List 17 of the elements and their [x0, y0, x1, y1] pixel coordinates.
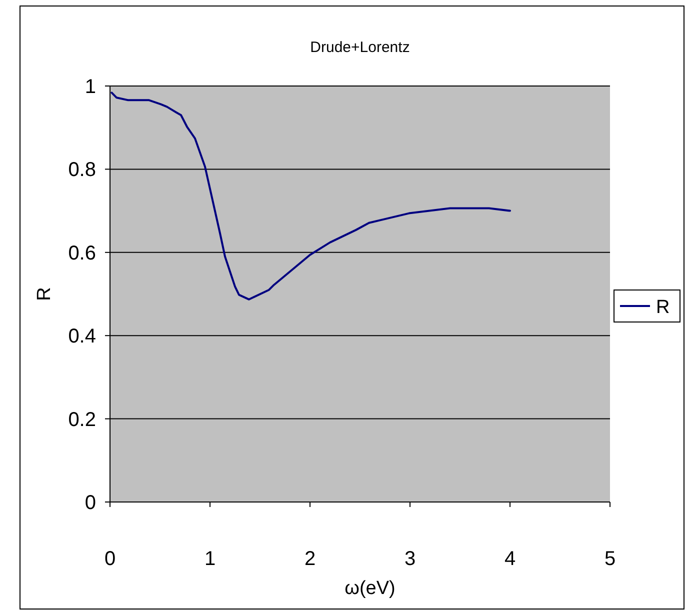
x-tick-label: 4	[504, 548, 516, 570]
x-axis-title: ω(eV)	[344, 578, 396, 599]
y-tick-label: 0	[84, 492, 96, 514]
x-tick-label: 2	[304, 548, 316, 570]
x-tick-label: 1	[204, 548, 216, 570]
chart-title: Drude+Lorentz	[310, 39, 410, 56]
x-tick-label: 5	[604, 548, 616, 570]
y-tick-label: 0.8	[68, 159, 96, 182]
y-tick-label: 0.4	[68, 326, 96, 348]
y-tick-label: 1	[84, 76, 96, 98]
y-tick-label: 0.6	[68, 242, 96, 264]
x-tick-label: 3	[404, 548, 416, 570]
y-tick-label: 0.2	[68, 408, 96, 431]
line-series	[110, 92, 511, 300]
y-axis-title: R	[34, 287, 55, 301]
x-tick-label: 0	[104, 548, 116, 570]
legend-label: R	[656, 297, 670, 318]
